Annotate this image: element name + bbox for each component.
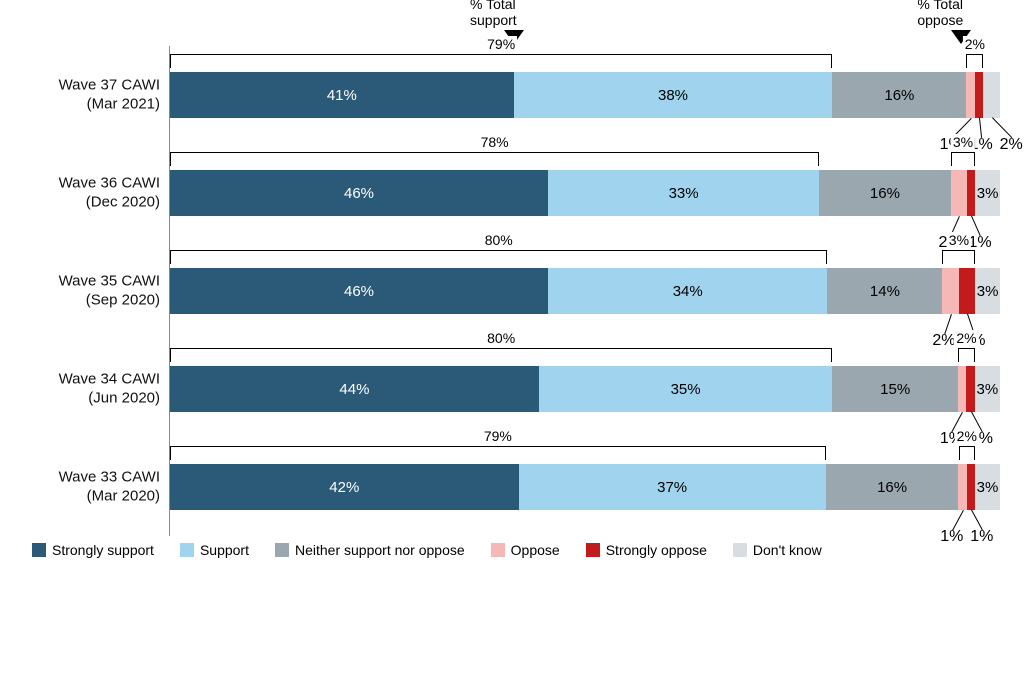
bar-segment-neither: 16% [826,464,959,510]
bar-segment-neither: 14% [827,268,942,314]
legend-swatch [32,543,46,557]
row-label: Wave 34 CAWI(Jun 2020) [20,370,160,408]
chart-header: % Total support % Total oppose [170,10,1004,44]
legend-swatch [180,543,194,557]
stacked-bar: 46%33%16% 3% [170,170,1000,216]
bar-segment-neither: 15% [832,366,958,412]
chart-row: Wave 37 CAWI(Mar 2021)79%2%41%38%16%1%1%… [170,46,1004,144]
legend-swatch [733,543,747,557]
chart-row: Wave 34 CAWI(Jun 2020)80%2%44%35%15%3%1%… [170,340,1004,438]
header-support-text: % Total support [470,0,557,28]
legend-item-support: Support [180,542,249,558]
legend-item-dont_know: Don't know [733,542,822,558]
oppose-bracket [958,348,975,362]
header-oppose-text: % Total oppose [917,0,1004,28]
bar-segment-oppose [942,268,958,314]
legend-label: Strongly oppose [606,542,707,558]
oppose-bracket [951,152,976,166]
bar-segment-oppose [966,72,974,118]
legend-item-neither: Neither support nor oppose [275,542,465,558]
stacked-bar: 41%38%16% [170,72,1000,118]
support-oppose-chart: % Total support % Total oppose Wave 37 C… [20,10,1004,558]
callout-tick [971,510,983,530]
bar-segment-support: 38% [514,72,833,118]
bar-segment-support: 35% [539,366,832,412]
support-bracket [170,54,832,68]
oppose-bracket-label: 3% [951,134,975,150]
bar-segment-dont_know: 3% [975,366,1000,412]
bar-segment-dont_know: 3% [975,464,1000,510]
row-label: Wave 33 CAWI(Mar 2020) [20,468,160,506]
bar-segment-strongly_oppose [967,170,975,216]
support-bracket [170,446,826,460]
chart-legend: Strongly support Support Neither support n… [32,542,1004,558]
legend-label: Strongly support [52,542,154,558]
bar-segment-neither: 16% [832,72,966,118]
support-bracket [170,152,819,166]
support-bracket-label: 80% [485,330,517,346]
callout-label: 1% [970,528,993,546]
bar-segment-strongly_support: 46% [170,170,548,216]
support-bracket-label: 79% [482,428,514,444]
oppose-bracket [942,250,975,264]
chart-row: Wave 35 CAWI(Sep 2020)80%3%46%34%14%3%2%… [170,242,1004,340]
chart-row: Wave 33 CAWI(Mar 2020)79%2%42%37%16%3%1%… [170,438,1004,536]
bar-segment-strongly_support: 41% [170,72,514,118]
bar-segment-oppose [951,170,967,216]
bar-segment-strongly_support: 46% [170,268,548,314]
legend-item-oppose: Oppose [491,542,560,558]
legend-item-strongly_oppose: Strongly oppose [586,542,707,558]
stacked-bar: 42%37%16% 3% [170,464,1000,510]
bar-segment-dont_know: 3% [975,268,1000,314]
support-bracket-label: 78% [479,134,511,150]
stacked-bar: 46%34%14% 3% [170,268,1000,314]
support-bracket [170,250,827,264]
legend-label: Oppose [511,542,560,558]
bar-segment-strongly_oppose [975,72,983,118]
bar-segment-strongly_oppose [959,268,975,314]
bar-segment-dont_know: 3% [975,170,1000,216]
callout-tick [971,216,981,236]
legend-swatch [586,543,600,557]
stacked-bar: 44%35%15% 3% [170,366,1000,412]
bar-segment-oppose [958,366,966,412]
bar-segment-support: 37% [519,464,826,510]
oppose-bracket-label: 2% [963,36,987,52]
callout-tick [992,117,1012,138]
legend-item-strongly_support: Strongly support [32,542,154,558]
row-label: Wave 36 CAWI(Dec 2020) [20,174,160,212]
legend-label: Don't know [753,542,822,558]
bar-segment-support: 33% [548,170,819,216]
legend-swatch [275,543,289,557]
bar-segment-strongly_oppose [966,366,974,412]
bar-segment-strongly_support: 42% [170,464,519,510]
chart-row: Wave 36 CAWI(Dec 2020)78%3%46%33%16%3%2%… [170,144,1004,242]
oppose-bracket-label: 2% [955,428,979,444]
chart-rows: Wave 37 CAWI(Mar 2021)79%2%41%38%16%1%1%… [169,46,1004,536]
legend-label: Support [200,542,249,558]
row-label: Wave 37 CAWI(Mar 2021) [20,76,160,114]
bar-segment-dont_know [983,72,1000,118]
bar-segment-support: 34% [548,268,827,314]
bar-segment-neither: 16% [819,170,950,216]
header-total-oppose: % Total oppose [917,0,1004,44]
bar-segment-oppose [958,464,966,510]
support-bracket-label: 80% [483,232,515,248]
oppose-bracket-label: 2% [954,330,978,346]
legend-label: Neither support nor oppose [295,542,465,558]
oppose-bracket-label: 3% [947,232,971,248]
callout-label: 1% [940,528,963,546]
callout-tick [979,118,982,138]
bar-segment-strongly_support: 44% [170,366,539,412]
legend-swatch [491,543,505,557]
row-label: Wave 35 CAWI(Sep 2020) [20,272,160,310]
support-bracket [170,348,832,362]
bar-segment-strongly_oppose [967,464,975,510]
support-bracket-label: 79% [485,36,517,52]
oppose-bracket [966,54,983,68]
oppose-bracket [959,446,976,460]
